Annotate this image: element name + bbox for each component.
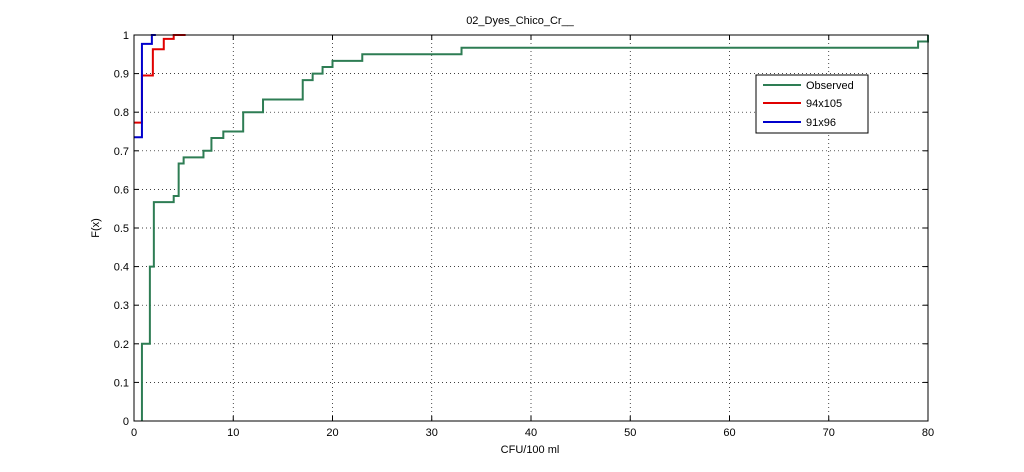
x-tick-label: 20	[326, 427, 338, 439]
y-tick-label: 0.4	[114, 262, 129, 274]
legend-label-94x105: 94x105	[806, 98, 842, 110]
x-tick-label: 60	[723, 427, 735, 439]
chart-title: 02_Dyes_Chico_Cr__	[466, 15, 574, 27]
x-tick-label: 80	[922, 427, 934, 439]
y-tick-label: 0.6	[114, 184, 129, 196]
x-axis-label: CFU/100 ml	[501, 444, 560, 456]
y-tick-labels: 0 0.1 0.2 0.3 0.4 0.5 0.6 0.7 0.8 0.9 1	[114, 30, 129, 428]
x-tick-label: 10	[227, 427, 239, 439]
y-tick-label: 1	[123, 30, 129, 42]
y-axis-label: F(x)	[90, 218, 102, 238]
y-tick-label: 0.5	[114, 223, 129, 235]
y-tick-label: 0.9	[114, 69, 129, 81]
x-tick-label: 50	[624, 427, 636, 439]
x-tick-label: 70	[823, 427, 835, 439]
y-tick-label: 0.1	[114, 377, 129, 389]
y-tick-label: 0	[123, 416, 129, 428]
y-tick-label: 0.2	[114, 339, 129, 351]
y-tick-label: 0.3	[114, 300, 129, 312]
legend-label-91x96: 91x96	[806, 117, 836, 129]
x-tick-label: 0	[131, 427, 137, 439]
legend-label-observed: Observed	[806, 80, 854, 92]
y-tick-label: 0.7	[114, 146, 129, 158]
x-tick-label: 40	[525, 427, 537, 439]
x-tick-label: 30	[426, 427, 438, 439]
tick-marks	[133, 34, 929, 422]
y-tick-label: 0.8	[114, 107, 129, 119]
x-tick-labels: 0 10 20 30 40 50 60 70 80	[131, 427, 934, 439]
series-line-observed	[140, 35, 929, 421]
legend: Observed 94x105 91x96	[755, 74, 869, 134]
